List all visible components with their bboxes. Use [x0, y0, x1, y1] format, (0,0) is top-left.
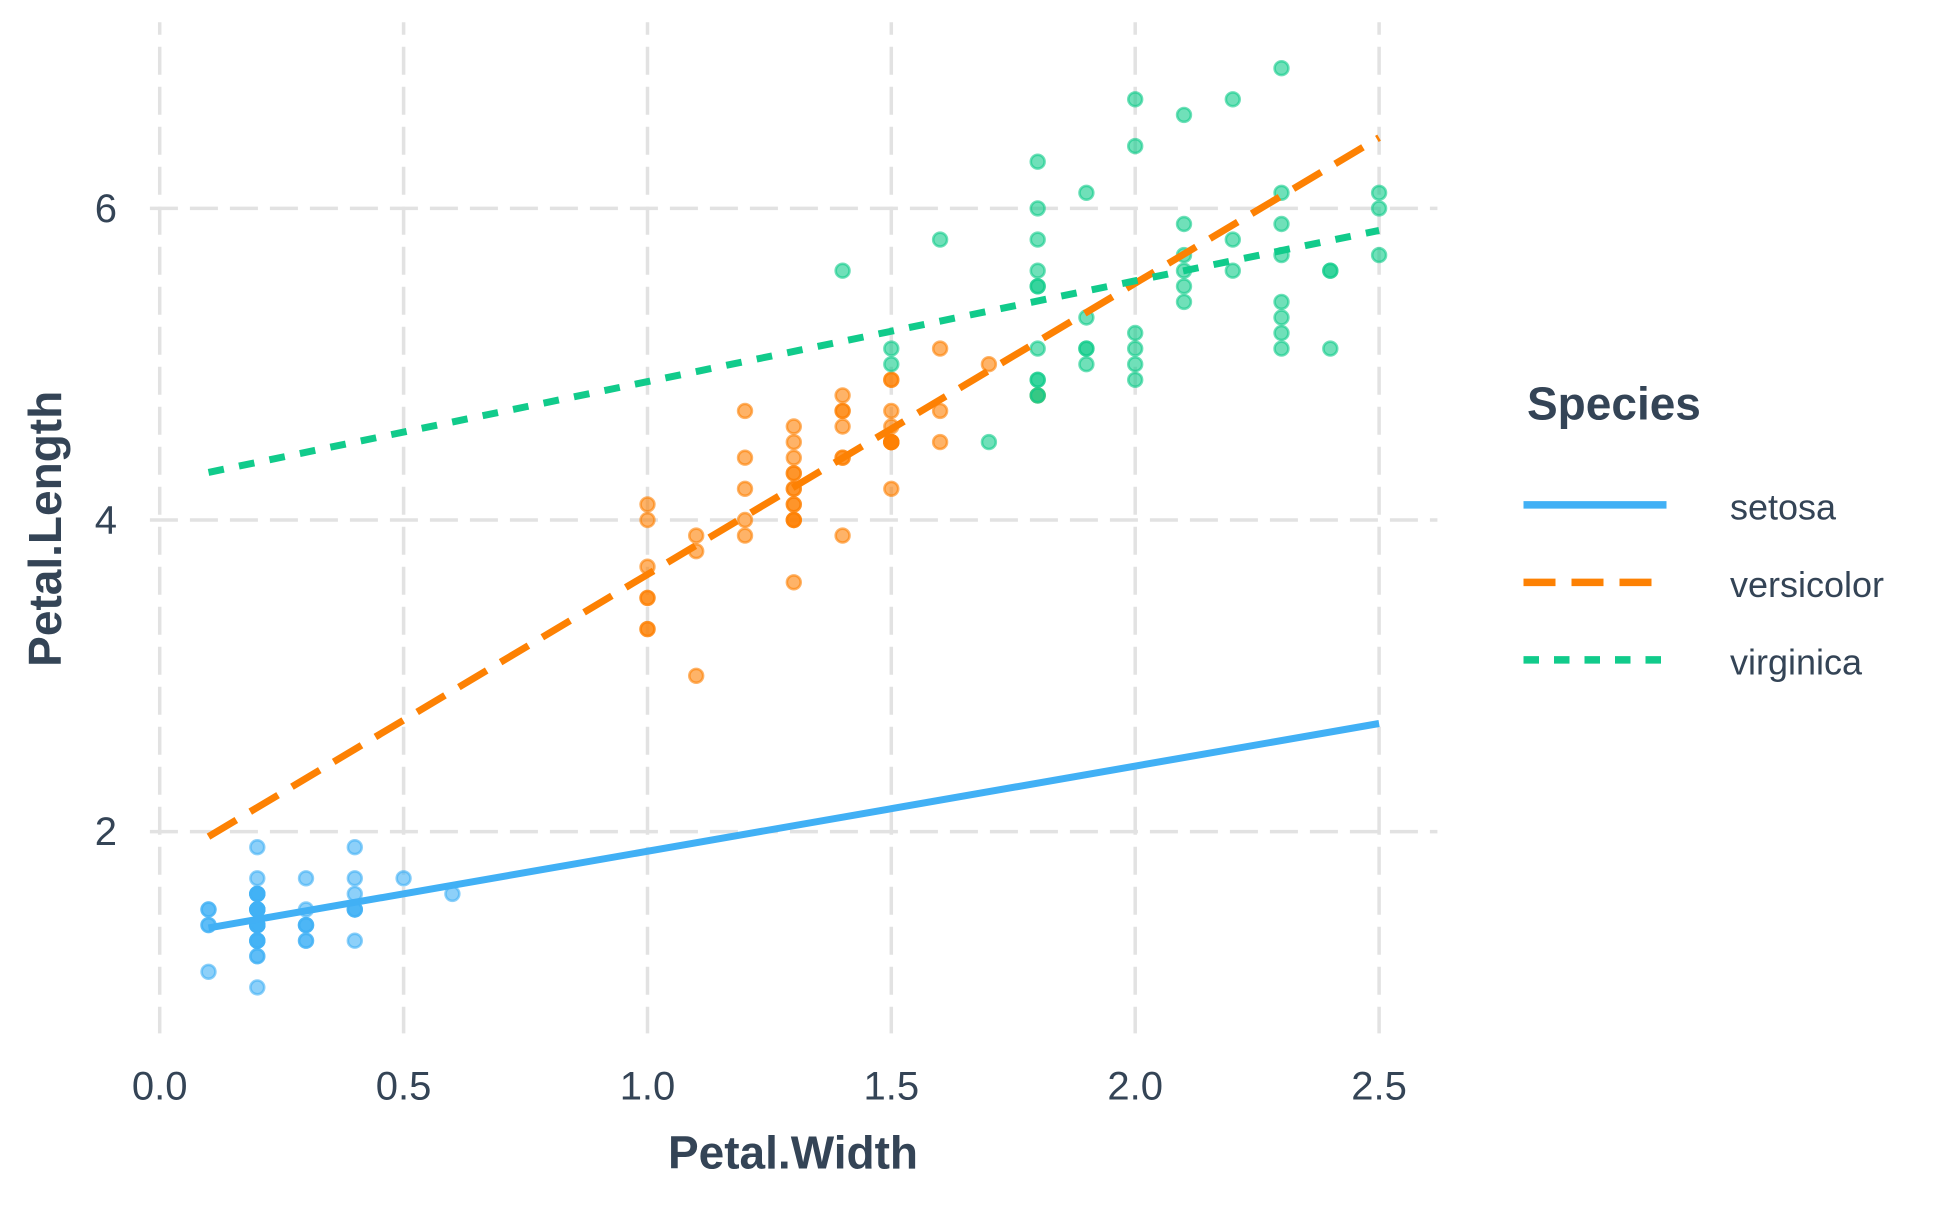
svg-text:Petal.Width: Petal.Width — [668, 1126, 918, 1178]
svg-text:versicolor: versicolor — [1730, 564, 1884, 605]
svg-text:0.5: 0.5 — [376, 1065, 432, 1109]
svg-text:6: 6 — [95, 187, 117, 231]
svg-text:2.5: 2.5 — [1351, 1065, 1407, 1109]
svg-text:virginica: virginica — [1730, 642, 1863, 683]
svg-text:1.5: 1.5 — [863, 1065, 919, 1109]
svg-text:Petal.Length: Petal.Length — [19, 391, 71, 667]
svg-text:1.0: 1.0 — [620, 1065, 676, 1109]
svg-text:2.0: 2.0 — [1107, 1065, 1163, 1109]
svg-text:setosa: setosa — [1730, 487, 1837, 528]
svg-text:Species: Species — [1527, 378, 1701, 430]
svg-text:4: 4 — [95, 499, 117, 543]
svg-text:2: 2 — [95, 810, 117, 854]
svg-text:0.0: 0.0 — [132, 1065, 188, 1109]
